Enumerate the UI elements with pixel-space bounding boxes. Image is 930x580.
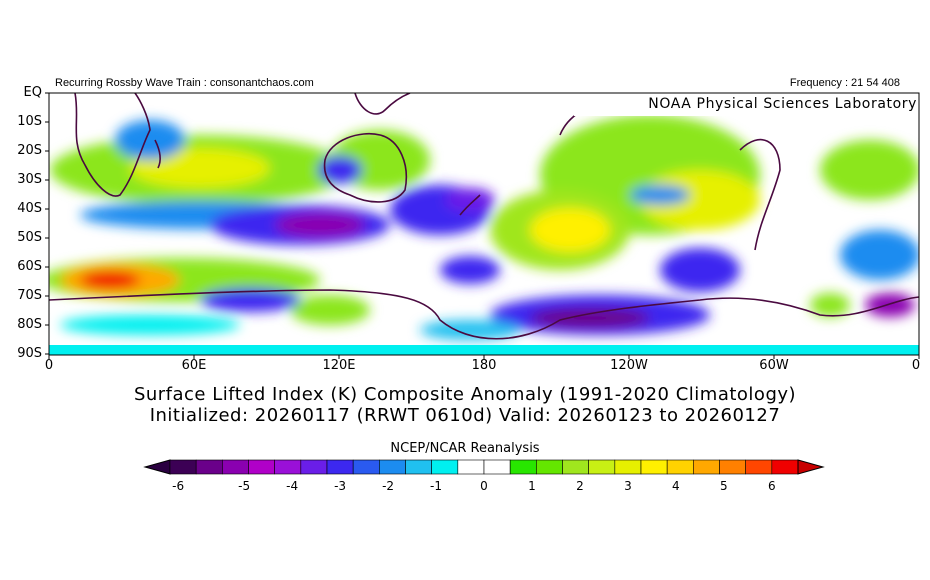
colorbar-tick-label: 2: [576, 479, 584, 493]
colorbar-arrow-max: [797, 459, 825, 475]
colorbar-swatch: [588, 459, 616, 475]
colorbar-swatch: [719, 459, 746, 475]
colorbar-swatch: [509, 459, 537, 475]
title-line-2: Initialized: 20260117 (RRWT 0610d) Valid…: [149, 405, 781, 426]
anomaly-field: [49, 93, 919, 355]
colorbar-tick-label: -4: [286, 479, 299, 493]
colorbar-swatch: [405, 459, 432, 475]
lon-label-0: 0: [44, 358, 54, 373]
lat-label-90s: 90S: [17, 346, 42, 361]
lon-label-120e: 120E: [322, 358, 356, 373]
source-label: NCEP/NCAR Reanalysis: [390, 441, 540, 456]
colorbar-swatch: [326, 459, 354, 475]
colorbar-swatch: [640, 459, 668, 475]
header-frequency: Frequency : 21 54 408: [789, 77, 900, 89]
colorbar-swatch: [248, 459, 275, 475]
colorbar-tick-label: 6: [768, 479, 776, 493]
colorbar-swatch: [745, 459, 773, 475]
colorbar-arrow-min: [143, 459, 171, 475]
lon-label-180: 180: [471, 358, 497, 373]
colorbar: [143, 459, 825, 475]
lat-label-20s: 20S: [17, 143, 42, 158]
colorbar-swatch: [300, 459, 328, 475]
colorbar-swatch: [536, 459, 563, 475]
colorbar-tick-label: -6: [172, 479, 185, 493]
lat-label-80s: 80S: [17, 317, 42, 332]
colorbar-swatch: [666, 459, 694, 475]
colorbar-swatch: [693, 459, 720, 475]
colorbar-swatch: [431, 459, 459, 475]
lat-label-40s: 40S: [17, 201, 42, 216]
lon-label-60w: 60W: [759, 358, 789, 373]
lat-label-70s: 70S: [17, 288, 42, 303]
title-line-1: Surface Lifted Index (K) Composite Anoma…: [133, 384, 797, 405]
colorbar-tick-label: -3: [334, 479, 347, 493]
axis-ticks: [45, 92, 920, 359]
lon-label-60e: 60E: [181, 358, 207, 373]
colorbar-tick-label: 1: [528, 479, 536, 493]
lon-label-120w: 120W: [610, 358, 648, 373]
colorbar-tick-label: -5: [238, 479, 251, 493]
colorbar-swatch: [379, 459, 406, 475]
colorbar-tick-label: 3: [624, 479, 632, 493]
colorbar-tick-label: -1: [430, 479, 442, 493]
lon-label-0-east: 0: [911, 358, 921, 373]
lat-label-eq: EQ: [23, 85, 42, 100]
colorbar-swatch: [222, 459, 249, 475]
colorbar-swatch: [457, 459, 485, 475]
colorbar-tick-label: 5: [720, 479, 728, 493]
colorbar-tick-label: -2: [382, 479, 395, 493]
colorbar-swatch: [483, 459, 511, 475]
colorbar-swatch: [169, 459, 197, 475]
colorbar-tick-label: 0: [480, 479, 488, 493]
lat-label-50s: 50S: [17, 230, 42, 245]
header-credit: Recurring Rossby Wave Train : consonantc…: [55, 77, 314, 89]
colorbar-swatch: [771, 459, 799, 475]
colorbar-swatch: [352, 459, 380, 475]
colorbar-swatch: [562, 459, 589, 475]
lab-banner: NOAA Physical Sciences Laboratory: [574, 94, 917, 116]
colorbar-tick-label: 4: [672, 479, 680, 493]
lat-label-10s: 10S: [17, 114, 42, 129]
colorbar-swatch: [195, 459, 223, 475]
colorbar-swatch: [274, 459, 302, 475]
lat-label-60s: 60S: [17, 259, 42, 274]
lat-label-30s: 30S: [17, 172, 42, 187]
colorbar-swatch: [614, 459, 642, 475]
